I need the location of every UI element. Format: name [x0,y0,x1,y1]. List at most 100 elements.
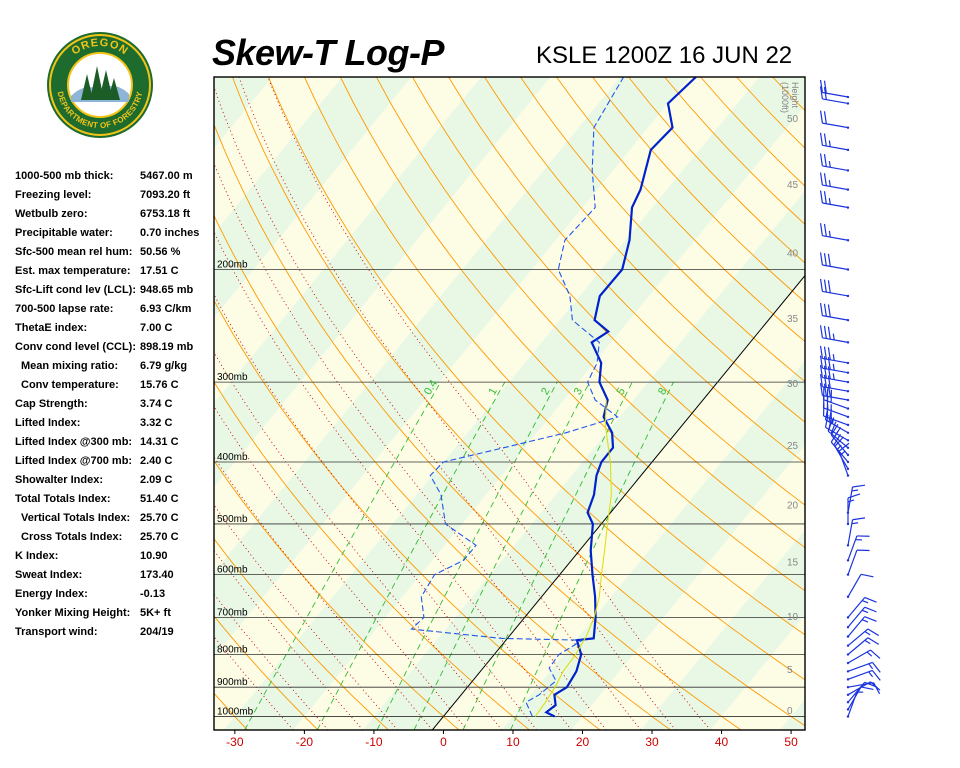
dry-adiabat-line [556,77,805,343]
index-row: Wetbulb zero: 6753.18 ft [15,206,215,225]
isobar-label: 400mb [217,452,248,463]
isotherm-band [640,529,805,730]
index-label: Est. max temperature: [15,265,131,277]
height-tick-label: 25 [787,441,799,452]
wind-barb [846,484,866,514]
index-row: Mean mixing ratio: 6.79 g/kg [15,358,215,377]
isobar-label: 200mb [217,259,248,270]
index-value: 7093.20 ft [140,189,191,201]
mixing-ratio-line [510,381,674,730]
moist-adiabat-line [214,593,329,730]
isobar-label: 1000mb [217,706,254,717]
wind-barb [822,387,850,410]
moist-adiabat-line [238,77,677,730]
isotherm-band [710,614,805,730]
index-row: Conv temperature: 15.76 C [15,377,215,396]
plot-frame [213,76,806,731]
wind-barb [846,649,881,665]
wind-barb [846,616,877,638]
wind-barb [819,345,850,365]
x-tick-label: 40 [715,735,729,749]
wind-barb [819,190,850,209]
index-value: 173.40 [140,569,174,581]
dry-adiabat-line [214,381,530,730]
height-axis-unit: (1000ft) [780,82,790,113]
index-row: Cap Strength: 3.74 C [15,396,215,415]
index-value: 2.09 C [140,474,173,486]
wind-barb [846,573,874,599]
wind-barb [822,395,850,419]
index-row: Sfc-Lift cond lev (LCL): 948.65 mb [15,282,215,301]
index-row: Precipitable water: 0.70 inches [15,225,215,244]
x-tick-label: 30 [645,735,659,749]
wind-barb [819,303,850,322]
isotherm-band [214,77,412,318]
dry-adiabat-line [0,77,177,730]
index-row: Yonker Mixing Height: 5K+ ft [15,605,215,624]
isobar-label: 600mb [217,565,248,576]
index-value: 25.70 C [140,531,179,543]
index-row: Lifted Index @700 mb: 2.40 C [15,453,215,472]
isotherm-band [214,77,273,149]
moist-adiabat-line [214,549,364,730]
wind-barb [846,517,866,547]
height-tick-label: 30 [787,379,799,390]
index-label: Yonker Mixing Height: [15,607,131,619]
wind-barb [846,686,874,711]
isotherm-band [0,77,203,730]
dry-adiabat-line [214,123,742,730]
isobar-label: 900mb [217,677,248,688]
index-value: 25.70 C [140,512,179,524]
dry-adiabat-line [267,77,805,681]
chart-title: Skew-T Log-P [212,32,445,73]
parcel-path-line [534,399,612,717]
index-value: 898.19 mb [140,341,194,353]
stability-indices-panel: 1000-500 mb thick: 5467.00 m Freezing leve… [15,168,215,643]
index-label: Freezing level: [15,189,92,201]
dry-adiabat-line [214,692,248,730]
plot-area [0,77,805,730]
index-label: Wetbulb zero: [15,208,88,220]
dewpoint-profile-line [410,77,625,717]
index-value: 10.90 [140,550,168,562]
x-tick-label: 50 [784,735,798,749]
index-value: -0.13 [140,588,166,600]
index-label: Showalter Index: [15,474,104,486]
index-value: 7.00 C [140,322,173,334]
index-row: K Index: 10.90 [15,548,215,567]
isotherm-band [362,190,805,730]
index-label: Lifted Index: [15,417,81,429]
index-row: Lifted Index: 3.32 C [15,415,215,434]
height-tick-label: 0 [787,706,793,717]
wind-barb [819,79,850,99]
mixing-ratio-line [413,381,590,730]
zero-isotherm-line [431,274,805,730]
height-tick-label: 40 [787,248,799,259]
wind-barb [846,535,870,562]
dry-adiabat-line [484,77,805,423]
index-label: Cross Totals Index: [21,531,123,543]
height-tick-label: 50 [787,114,799,125]
isotherm-band [571,445,805,730]
mixing-ratio-line [244,381,441,730]
height-tick-label: 20 [787,500,799,511]
index-value: 204/19 [140,626,174,638]
index-row: Sweat Index: 173.40 [15,567,215,586]
wind-barb [819,172,850,191]
index-value: 17.51 C [140,265,179,277]
dry-adiabat-line [448,77,805,464]
index-row: Conv cond level (CCL): 898.19 mb [15,339,215,358]
wind-barb [819,382,850,402]
index-value: 6.93 C/km [140,303,192,315]
mixing-ratio-line [462,381,633,730]
index-label: Total Totals Index: [15,493,111,505]
isobar-label: 500mb [217,514,248,525]
index-row: ThetaE index: 7.00 C [15,320,215,339]
x-tick-label: 0 [440,735,447,749]
index-row: Cross Totals Index: 25.70 C [15,529,215,548]
wind-barb [819,223,850,242]
index-row: Vertical Totals Index: 25.70 C [15,510,215,529]
height-tick-label: 35 [787,314,799,325]
index-value: 2.40 C [140,455,173,467]
